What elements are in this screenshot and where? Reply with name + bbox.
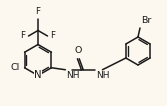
Text: F: F [36, 8, 41, 17]
Text: O: O [74, 46, 82, 55]
Text: F: F [21, 31, 26, 40]
Text: NH: NH [66, 71, 80, 80]
Text: Br: Br [141, 16, 151, 25]
Text: NH: NH [96, 71, 110, 80]
Text: N: N [34, 70, 42, 80]
Text: F: F [51, 31, 55, 40]
Text: Cl: Cl [10, 63, 20, 72]
